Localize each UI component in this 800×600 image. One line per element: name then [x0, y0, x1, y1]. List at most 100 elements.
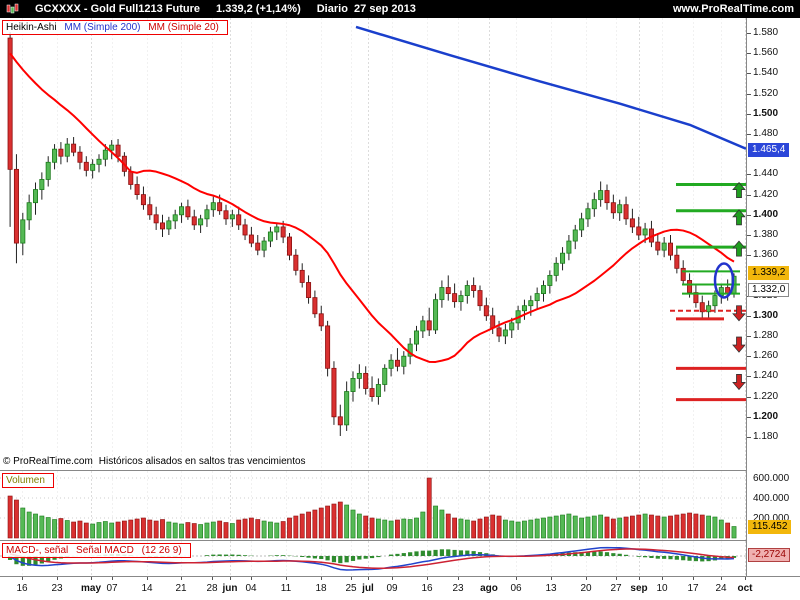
price-badge: 1.332,0	[748, 283, 790, 297]
down-arrow	[732, 305, 746, 322]
time-axis-tickmark	[489, 577, 490, 580]
macd-canvas[interactable]	[0, 541, 746, 576]
up-arrow	[732, 240, 746, 257]
volume-tick-label: 600.000	[753, 473, 790, 484]
price-axis-tickmark	[747, 53, 751, 54]
time-axis-tickmark	[147, 577, 148, 580]
time-tick-label: 21	[175, 583, 187, 594]
price-axis[interactable]: 1.580 1.560 1.540 1.520 1.500 1.480 1.440 1.420…	[746, 18, 800, 470]
volume-label-box[interactable]: Volumen	[2, 473, 54, 488]
volume-tick-label: 200.000	[753, 513, 790, 524]
volume-label: Volumen	[6, 475, 45, 486]
indicator-labels-box[interactable]: Heikin-Ashi MM (Simple 200) MM (Simple 2…	[2, 20, 228, 35]
ma20-line[interactable]	[9, 52, 735, 363]
highlight-ellipse[interactable]	[713, 262, 735, 299]
time-tick-label: 23	[51, 583, 63, 594]
price-tick-label: 1.500	[753, 108, 779, 119]
time-tick-label: 23	[452, 583, 464, 594]
price-chart-canvas[interactable]	[0, 18, 746, 469]
price-axis-tickmark	[747, 397, 751, 398]
time-tick-label: jul	[362, 583, 374, 594]
ma200-line[interactable]	[355, 25, 746, 150]
signal-arrows[interactable]	[732, 181, 746, 391]
time-axis-tickmark	[22, 577, 23, 580]
price-badge: 1.465,4	[748, 143, 790, 157]
time-tick-label: 09	[386, 583, 398, 594]
time-axis-tickmark	[251, 577, 252, 580]
time-tick-label: 06	[510, 583, 522, 594]
time-axis-tickmark	[351, 577, 352, 580]
price-axis-tickmark	[747, 33, 751, 34]
price-tick-label: 1.220	[753, 391, 779, 402]
volume-axis[interactable]: 600.000 400.000 200.000 115.452	[746, 470, 800, 540]
price-tick-label: 1.300	[753, 310, 779, 321]
price-chart-panel[interactable]: Heikin-Ashi MM (Simple 200) MM (Simple 2…	[0, 18, 746, 469]
time-axis-tickmark	[721, 577, 722, 580]
down-arrow	[732, 374, 746, 391]
site-brand: www.ProRealTime.com	[672, 3, 794, 15]
volume-canvas[interactable]	[0, 471, 746, 540]
price-tick-label: 1.560	[753, 47, 779, 58]
price-axis-tickmark	[747, 94, 751, 95]
time-axis-tickmark	[745, 577, 746, 580]
time-tick-label: 20	[580, 583, 592, 594]
heikin-ashi-label: Heikin-Ashi	[6, 22, 57, 33]
time-tick-label: may	[80, 583, 102, 594]
time-axis-tickmark	[212, 577, 213, 580]
time-tick-label: 17	[687, 583, 699, 594]
time-axis-tickmark	[427, 577, 428, 580]
macd-signal-line[interactable]	[9, 548, 735, 570]
time-axis-tickmark	[551, 577, 552, 580]
data-notice: Históricos alisados en saltos tras venci…	[98, 456, 306, 467]
volume-panel[interactable]: Volumen	[0, 471, 746, 540]
price-axis-tickmark	[747, 174, 751, 175]
instrument-title: GCXXXX - Gold Full1213 Future	[35, 3, 201, 15]
price-tick-label: 1.240	[753, 370, 779, 381]
time-axis-tickmark	[616, 577, 617, 580]
price-tick-label: 1.400	[753, 209, 779, 220]
ma20-label: MM (Simple 20)	[148, 22, 219, 33]
macd-panel[interactable]: MACD-, señal Señal MACD (12 26 9)	[0, 541, 746, 576]
chart-icon	[6, 3, 19, 15]
macd-signal-label: Señal MACD	[76, 545, 134, 556]
macd-badge: -2,2724	[748, 548, 790, 562]
price-tick-label: 1.280	[753, 330, 779, 341]
time-tick-label: ago	[480, 583, 498, 594]
price-axis-tickmark	[747, 417, 751, 418]
price-tick-label: 1.380	[753, 229, 779, 240]
panel-divider	[0, 576, 800, 577]
price-axis-tickmark	[747, 73, 751, 74]
copyright-site: © ProRealTime.com	[3, 456, 93, 467]
time-axis-tickmark	[112, 577, 113, 580]
price-axis-tickmark	[747, 215, 751, 216]
up-arrow	[732, 209, 746, 226]
price-axis-tickmark	[747, 336, 751, 337]
time-axis-tickmark	[516, 577, 517, 580]
volume-bars[interactable]	[7, 477, 737, 539]
time-axis-tickmark	[286, 577, 287, 580]
time-tick-label: jun	[222, 583, 238, 594]
time-tick-label: 14	[141, 583, 153, 594]
candlestick-series[interactable]	[7, 31, 737, 436]
time-tick-label: 27	[610, 583, 622, 594]
time-axis[interactable]: 16 23 may 07 14 21 28 jun 04 11 18 25 jul 09 16 23 ago 06…	[0, 577, 800, 600]
price-axis-tickmark	[747, 255, 751, 256]
time-axis-tickmark	[181, 577, 182, 580]
copyright-note: © ProRealTime.com Históricos alisados en …	[3, 456, 306, 467]
time-axis-tickmark	[392, 577, 393, 580]
time-tick-label: 18	[315, 583, 327, 594]
macd-value-axis[interactable]: -2,2724	[746, 540, 800, 576]
volume-tick-label: 400.000	[753, 493, 790, 504]
price-tick-label: 1.480	[753, 128, 779, 139]
macd-label: MACD-, señal	[6, 545, 69, 556]
macd-label-box[interactable]: MACD-, señal Señal MACD (12 26 9)	[2, 543, 191, 558]
price-tick-label: 1.260	[753, 350, 779, 361]
price-tick-label: 1.200	[753, 411, 779, 422]
time-tick-label: 24	[715, 583, 727, 594]
title-bar: GCXXXX - Gold Full1213 Future 1.339,2 (+…	[0, 0, 800, 18]
price-axis-tickmark	[747, 376, 751, 377]
price-tick-label: 1.420	[753, 189, 779, 200]
time-axis-tickmark	[639, 577, 640, 580]
time-axis-tickmark	[693, 577, 694, 580]
